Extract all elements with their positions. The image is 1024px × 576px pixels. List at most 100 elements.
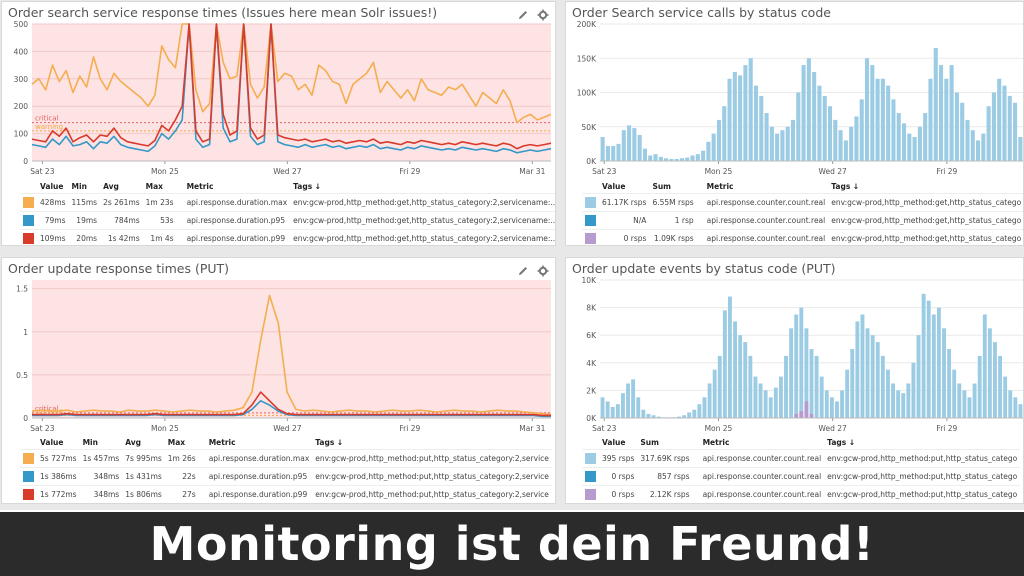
legend-tags: env:gcw-prod,http_method:put,http_status… xyxy=(315,472,550,481)
x-tick-label: Mar 31 xyxy=(519,167,545,176)
bar xyxy=(850,349,855,418)
legend-metric: api.response.duration.p99 xyxy=(186,234,286,243)
legend-row[interactable]: 0 rsps 1.09K rsps api.response.counter.c… xyxy=(582,229,1023,246)
legend-header[interactable]: Metric xyxy=(186,182,214,191)
legend-tags: env:gcw-prod,http_method:get,http_status… xyxy=(831,198,1022,207)
legend-metric: api.response.duration.max xyxy=(186,198,288,207)
series-swatch xyxy=(585,471,596,482)
legend-header-sortable[interactable]: Tags ↓ xyxy=(827,438,856,447)
legend-avg: 784ms xyxy=(114,216,140,225)
x-tick-label: Wed 27 xyxy=(819,424,848,433)
legend-table: Value Min Avg Max Metric Tags ↓ 5s 727ms… xyxy=(20,436,553,504)
legend-metric: api.response.counter.count.real xyxy=(702,472,822,481)
bar xyxy=(753,85,759,161)
legend-row[interactable]: 109ms 20ms 1s 42ms 1m 4s api.response.du… xyxy=(20,229,555,246)
bar xyxy=(916,335,921,418)
bar-chart[interactable]: 0K 2K 4K 6K 8K 10K Sat 23 Mon 25 Wed 27 Fri 29 xyxy=(566,276,1023,434)
bar xyxy=(648,155,653,161)
y-tick-label: 100 xyxy=(14,130,29,139)
legend-value: 61.17K rsps xyxy=(602,198,647,207)
pencil-icon[interactable] xyxy=(517,6,529,19)
x-tick-label: Wed 27 xyxy=(273,167,302,176)
bar xyxy=(1018,404,1023,418)
panel-title: Order update events by status code (PUT) xyxy=(572,261,836,276)
legend-metric: api.response.duration.max xyxy=(208,454,310,463)
legend-row[interactable]: 0 rsps 857 rsps api.response.counter.cou… xyxy=(582,467,1021,486)
bar xyxy=(738,75,743,161)
legend-row[interactable]: 395 rsps 317.69K rsps api.response.count… xyxy=(582,449,1021,468)
legend-sum: 6.55M rsps xyxy=(652,198,694,207)
bar xyxy=(967,397,972,418)
legend-row[interactable]: 428ms 115ms 2s 261ms 1m 23s api.response… xyxy=(20,193,555,212)
legend-header-sortable[interactable]: Tags ↓ xyxy=(293,182,322,191)
x-tick-label: Mar 31 xyxy=(519,424,545,433)
line-chart[interactable]: 0 0.5 1 1.5 Sat 23 Mon 25 Wed 27 Fri 29 Mar 31 cr… xyxy=(2,276,555,434)
legend-row[interactable]: 1s 386ms 348ms 1s 431ms 22s api.response… xyxy=(20,467,553,486)
bar xyxy=(849,126,854,161)
y-tick-label: 200K xyxy=(577,20,597,29)
bar xyxy=(690,155,695,161)
bar xyxy=(621,130,626,161)
legend-value: 1s 386ms xyxy=(40,472,77,481)
legend-value: N/A xyxy=(633,216,647,225)
legend-avg: 7s 995ms xyxy=(125,454,162,463)
legend-sum: 1 rsp xyxy=(674,216,694,225)
legend-row[interactable]: 61.17K rsps 6.55M rsps api.response.coun… xyxy=(582,193,1023,212)
bar xyxy=(610,406,615,418)
bar xyxy=(855,321,860,418)
legend-row[interactable]: N/A 1 rsp api.response.counter.count.rea… xyxy=(582,211,1023,230)
legend-max: 1m 23s xyxy=(145,198,174,207)
bar xyxy=(627,125,632,161)
legend-max: 22s xyxy=(182,472,196,481)
legend-row[interactable]: 1s 772ms 348ms 1s 806ms 27s api.response… xyxy=(20,485,553,504)
y-tick-label: 2K xyxy=(586,386,597,395)
bar xyxy=(962,390,967,418)
legend-header-sortable[interactable]: Tags ↓ xyxy=(315,438,344,447)
y-tick-label: 0 xyxy=(23,414,28,423)
bar xyxy=(600,137,605,161)
bar xyxy=(685,157,690,161)
bar xyxy=(891,99,896,161)
bar xyxy=(717,355,722,418)
panel-title: Order search service response times (Iss… xyxy=(8,5,438,20)
bar xyxy=(759,95,764,161)
chart-svg: 0 100 200 300 400 500 Sat 23 Mon 25 Wed 27 Fri 29… xyxy=(14,20,552,176)
y-tick-label: 8K xyxy=(586,304,597,313)
legend-row[interactable]: 5s 727ms 1s 457ms 7s 995ms 1m 26s api.re… xyxy=(20,449,553,468)
series-swatch xyxy=(585,233,596,244)
y-tick-label: 0 xyxy=(23,157,28,166)
legend-avg: 1s 431ms xyxy=(125,472,162,481)
gear-icon[interactable] xyxy=(537,6,549,21)
legend-header-sortable[interactable]: Tags ↓ xyxy=(831,182,860,191)
bar xyxy=(911,362,916,418)
bar xyxy=(682,415,687,418)
bar xyxy=(806,58,811,161)
critical-zone xyxy=(32,24,551,161)
legend-row[interactable]: 79ms 19ms 784ms 53s api.response.duratio… xyxy=(20,211,556,230)
legend-row[interactable]: 0 rsps 2.12K rsps api.response.counter.c… xyxy=(582,485,1021,504)
bar xyxy=(942,328,946,418)
bar xyxy=(732,71,737,161)
bar-chart[interactable]: 0K 50K 100K 150K 200K Sat 23 Mon 25 Wed 27 Fri 2… xyxy=(566,20,1023,177)
legend-metric: api.response.counter.count.real xyxy=(702,454,822,463)
bar xyxy=(679,158,684,161)
bar xyxy=(885,369,890,418)
threshold-label: critical xyxy=(35,115,58,123)
chart-svg: 0 0.5 1 1.5 Sat 23 Mon 25 Wed 27 Fri 29 Mar 31 cr… xyxy=(16,280,552,433)
bar xyxy=(637,134,642,161)
legend-tags: env:gcw-prod,http_method:get,http_status… xyxy=(293,216,556,225)
legend-metric: api.response.duration.p99 xyxy=(208,490,308,499)
gear-icon[interactable] xyxy=(537,262,549,277)
bar xyxy=(965,119,970,161)
series-line xyxy=(31,23,552,154)
bar xyxy=(824,390,829,418)
pencil-icon[interactable] xyxy=(517,262,529,275)
legend-min: 348ms xyxy=(93,490,120,499)
line-chart[interactable]: 0 100 200 300 400 500 Sat 23 Mon 25 Wed 27 Fri 29… xyxy=(2,20,555,177)
bar xyxy=(753,376,758,418)
bar xyxy=(632,128,637,161)
bar xyxy=(860,314,865,418)
bar xyxy=(664,158,669,161)
x-tick-label: Sat 23 xyxy=(592,167,616,176)
y-tick-label: 10K xyxy=(582,276,598,285)
